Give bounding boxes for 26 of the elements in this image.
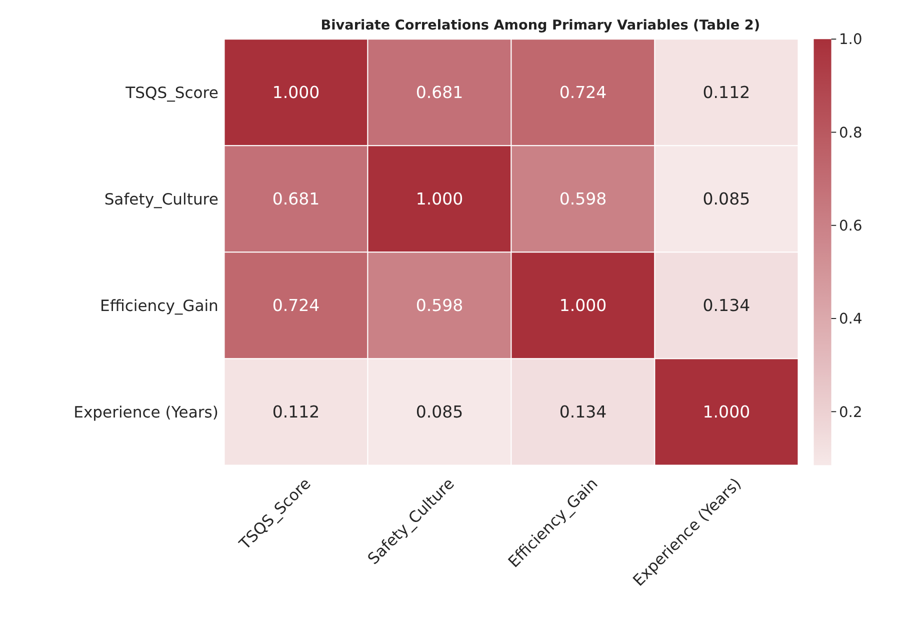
chart-title: Bivariate Correlations Among Primary Variables (Table 2) (320, 17, 760, 34)
data-label: 0.598 (559, 190, 607, 209)
color-bar-label: 0.6 (839, 217, 862, 234)
color-bar-label: 0.4 (839, 310, 862, 328)
data-label: 0.134 (559, 402, 607, 422)
data-label: 1.000 (272, 83, 320, 102)
data-label: 0.598 (416, 296, 464, 316)
y-tick-label: Efficiency_Gain (100, 296, 218, 315)
data-label: 0.112 (702, 83, 750, 102)
data-label: 0.681 (272, 190, 320, 209)
y-tick-label: Safety_Culture (104, 190, 218, 208)
data-label: 0.112 (272, 402, 320, 422)
data-label: 0.134 (702, 296, 750, 316)
color-bar-label: 0.2 (839, 404, 862, 421)
color-bar-label: 0.8 (839, 124, 862, 142)
data-label: 0.681 (416, 83, 464, 102)
y-tick-label: Experience (Years) (74, 403, 218, 422)
data-label: 0.085 (416, 402, 464, 422)
data-label: 1.000 (559, 296, 607, 316)
data-label: 0.724 (559, 83, 607, 102)
y-tick-label: TSQS_Score (124, 84, 218, 102)
data-label: 0.724 (272, 296, 320, 316)
color-bar-label: 1.0 (839, 31, 862, 48)
data-label: 0.085 (702, 190, 750, 209)
data-label: 1.000 (416, 190, 464, 209)
data-label: 1.000 (702, 402, 750, 422)
